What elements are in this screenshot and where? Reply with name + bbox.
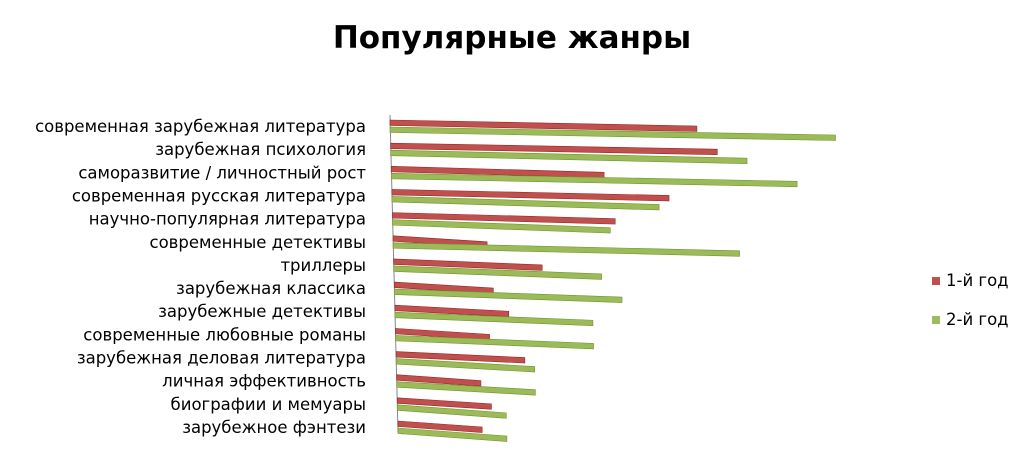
- bar-year2: [395, 358, 536, 373]
- bar-year2: [389, 126, 836, 141]
- category-label: личная эффективность: [162, 372, 366, 391]
- bar-year1: [390, 142, 718, 155]
- bar-year1: [397, 420, 483, 433]
- category-labels: современная зарубежная литература зарубеж…: [35, 117, 366, 437]
- bar-year2: [396, 381, 536, 396]
- category-label: современная зарубежная литература: [35, 117, 366, 136]
- bar-year1: [395, 351, 526, 364]
- category-label: триллеры: [280, 256, 366, 275]
- bar-year2: [390, 149, 748, 164]
- legend-swatch: [932, 316, 940, 324]
- bar-year1: [393, 258, 543, 271]
- bar-year1: [392, 212, 616, 225]
- bar-year2: [392, 242, 740, 257]
- legend: 1-й год 2-й год: [932, 271, 1009, 329]
- bar-year2: [394, 288, 623, 303]
- bar-year2: [390, 173, 798, 188]
- category-label: зарубежная психология: [155, 140, 366, 159]
- category-label: научно-популярная литература: [89, 210, 366, 229]
- category-label: современная русская литература: [72, 186, 366, 205]
- category-label: зарубежная деловая литература: [77, 349, 366, 368]
- legend-label: 1-й год: [946, 271, 1009, 290]
- bar-year2: [393, 265, 602, 280]
- legend-label: 2-й год: [946, 310, 1009, 329]
- category-label: зарубежная классика: [176, 279, 366, 298]
- category-label: саморазвитие / личностный рост: [78, 163, 366, 182]
- bar-year1: [397, 397, 492, 410]
- category-label: современные детективы: [150, 233, 367, 252]
- bar-year2: [397, 427, 508, 442]
- category-label: зарубежные детективы: [158, 302, 366, 321]
- bars: [389, 119, 836, 442]
- chart-title: Популярные жанры: [333, 20, 691, 56]
- legend-swatch: [932, 277, 940, 285]
- bar-year2: [395, 335, 594, 350]
- bar-year1: [396, 374, 482, 387]
- bar-year1: [389, 119, 698, 132]
- bar-year2: [397, 404, 507, 419]
- bar-year2: [392, 219, 611, 234]
- category-label: биографии и мемуары: [171, 395, 366, 414]
- bar-year1: [391, 189, 670, 202]
- category-label: зарубежное фэнтези: [182, 418, 366, 437]
- bar-year2: [394, 311, 594, 327]
- category-label: современные любовные романы: [83, 325, 366, 344]
- bar-year2: [391, 196, 660, 211]
